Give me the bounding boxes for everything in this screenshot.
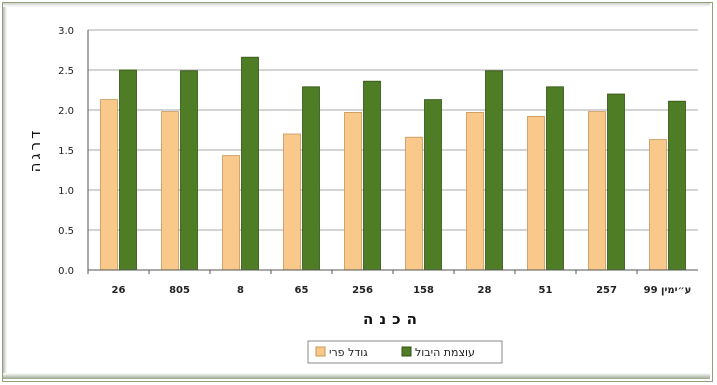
x-tick-label: 805 xyxy=(169,285,190,296)
x-tick-label: 65 xyxy=(295,285,309,296)
legend: גודל פרי עוצמת היבול xyxy=(307,340,503,364)
bar-yield xyxy=(302,86,320,271)
x-tick-label: 51 xyxy=(539,285,553,296)
legend-swatch-fruit-size xyxy=(315,346,326,357)
y-tick-label: 2.0 xyxy=(58,106,74,117)
bar-fruit-size xyxy=(588,111,606,271)
x-axis-title: הכנה xyxy=(363,310,423,328)
bar-fruit-size xyxy=(466,112,484,271)
legend-swatch-yield xyxy=(401,346,412,357)
bar-yield xyxy=(363,80,381,271)
x-tick-label: 28 xyxy=(478,285,492,296)
bar-yield xyxy=(485,70,503,271)
x-tick-label: 158 xyxy=(413,285,434,296)
bar-yield xyxy=(546,86,564,271)
bar-fruit-size xyxy=(161,111,179,271)
frame-bevel-left xyxy=(3,3,7,379)
legend-label-fruit-size: גודל פרי xyxy=(329,346,368,359)
y-tick-label: 2.5 xyxy=(58,66,74,77)
frame-bevel-bottom xyxy=(3,373,710,379)
bar-fruit-size xyxy=(344,112,362,271)
x-tick-label: 256 xyxy=(352,285,373,296)
x-tick-label: ע״ימין 99 xyxy=(644,285,692,296)
bar-yield xyxy=(668,100,686,271)
y-tick-labels: 0.0 0.5 1.0 1.5 2.0 2.5 3.0 xyxy=(58,26,74,277)
bar-fruit-size xyxy=(283,133,301,271)
y-tick-label: 0.0 xyxy=(58,266,74,277)
bars xyxy=(100,56,686,271)
y-tick-label: 0.5 xyxy=(58,226,74,237)
x-tick-label: 8 xyxy=(237,285,244,296)
bar-fruit-size xyxy=(649,139,667,271)
bar-yield xyxy=(424,99,442,271)
bar-fruit-size xyxy=(100,99,118,271)
bar-yield xyxy=(241,56,259,271)
x-tick-label: 257 xyxy=(596,285,617,296)
y-tick-label: 3.0 xyxy=(58,26,74,37)
y-axis-title: דרגה xyxy=(26,128,44,173)
bar-fruit-size xyxy=(222,155,240,271)
gridlines xyxy=(88,29,698,231)
y-tick-label: 1.0 xyxy=(58,186,74,197)
legend-label-yield: עוצמת היבול xyxy=(415,346,475,359)
frame-bevel-top xyxy=(3,3,710,7)
bar-yield xyxy=(119,69,137,271)
bar-yield xyxy=(180,70,198,271)
x-tick-label: 26 xyxy=(112,285,126,296)
x-tick-labels: 26 805 8 65 256 158 28 51 257 ע״ימין 99 xyxy=(87,270,692,296)
bar-fruit-size xyxy=(527,116,545,271)
bar-yield xyxy=(607,93,625,271)
bar-fruit-size xyxy=(405,136,423,271)
y-tick-label: 1.5 xyxy=(58,146,74,157)
